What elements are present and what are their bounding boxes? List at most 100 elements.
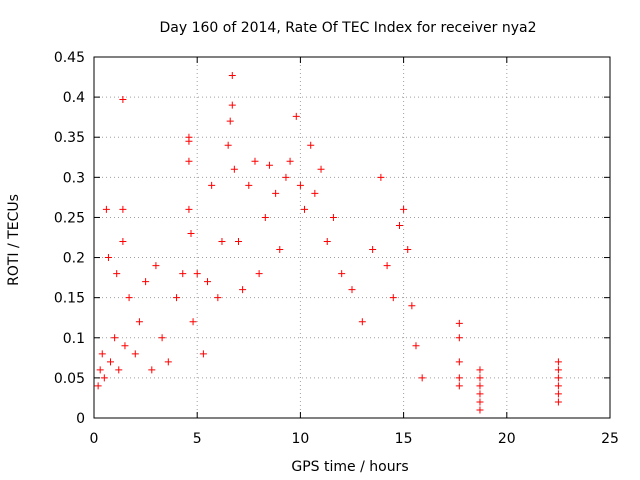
y-tick-label: 0.15 [54, 291, 85, 307]
data-point [179, 270, 187, 278]
data-point [476, 366, 484, 374]
data-point [98, 350, 106, 358]
data-point [245, 181, 253, 189]
data-point [476, 406, 484, 414]
x-tick-label: 20 [498, 431, 516, 447]
x-tick-label: 15 [395, 431, 413, 447]
data-point [272, 189, 280, 197]
data-point [358, 318, 366, 326]
y-tick-label: 0.4 [63, 90, 85, 106]
data-point [185, 157, 193, 165]
data-point [113, 270, 121, 278]
data-point [412, 342, 420, 350]
data-point [164, 358, 172, 366]
axis-ticks: 0 5 10 15 20 25 0 0.05 0.1 0.15 0.2 0.25 0.3 0.35 0.4 0… [54, 50, 619, 447]
data-point [96, 366, 104, 374]
data-point [230, 165, 238, 173]
data-point [554, 358, 562, 366]
chart-title: Day 160 of 2014, Rate Of TEC Index for r… [159, 20, 536, 36]
data-point [476, 382, 484, 390]
data-point [131, 350, 139, 358]
y-tick-label: 0.05 [54, 371, 85, 387]
data-point [329, 213, 337, 221]
data-point [148, 366, 156, 374]
data-point [455, 374, 463, 382]
data-point [476, 398, 484, 406]
data-point [185, 205, 193, 213]
data-point [395, 221, 403, 229]
x-tick-label: 25 [601, 431, 619, 447]
data-point [214, 294, 222, 302]
data-point [323, 238, 331, 246]
data-point [115, 366, 123, 374]
data-point [104, 254, 112, 262]
data-point [404, 246, 412, 254]
data-point [125, 294, 133, 302]
data-point [377, 173, 385, 181]
data-point [119, 96, 127, 104]
y-tick-label: 0.3 [63, 170, 85, 186]
data-point [554, 374, 562, 382]
data-point [455, 382, 463, 390]
data-point [389, 294, 397, 302]
data-point [173, 294, 181, 302]
data-point [234, 238, 242, 246]
data-point [282, 173, 290, 181]
y-tick-label: 0.45 [54, 50, 85, 66]
data-point [408, 302, 416, 310]
x-axis-label: GPS time / hours [291, 459, 408, 475]
data-point [261, 213, 269, 221]
data-point [107, 358, 115, 366]
data-point [199, 350, 207, 358]
data-point [286, 157, 294, 165]
data-point [369, 246, 377, 254]
data-point [239, 286, 247, 294]
data-point [135, 318, 143, 326]
data-point [476, 390, 484, 398]
data-point [554, 366, 562, 374]
data-point [311, 189, 319, 197]
data-point [554, 398, 562, 406]
data-point [224, 141, 232, 149]
data-point [276, 246, 284, 254]
data-point [455, 358, 463, 366]
data-point [296, 181, 304, 189]
data-point [111, 334, 119, 342]
data-point [348, 286, 356, 294]
data-point [228, 71, 236, 79]
data-point [152, 262, 160, 270]
data-point [455, 319, 463, 327]
x-tick-label: 0 [90, 431, 99, 447]
data-point [100, 374, 108, 382]
data-point [554, 382, 562, 390]
x-tick-label: 10 [291, 431, 309, 447]
data-point [102, 205, 110, 213]
data-point [251, 157, 259, 165]
x-tick-label: 5 [193, 431, 202, 447]
y-tick-label: 0 [76, 411, 85, 427]
data-point [317, 165, 325, 173]
data-point [228, 101, 236, 109]
data-point [119, 238, 127, 246]
data-point [400, 205, 408, 213]
data-point [142, 278, 150, 286]
data-point [265, 161, 273, 169]
data-point [94, 382, 102, 390]
data-point [185, 137, 193, 145]
y-axis-label: ROTI / TECUs [6, 194, 22, 286]
data-point [554, 390, 562, 398]
data-point [476, 374, 484, 382]
grid-lines [94, 57, 610, 418]
data-point [189, 318, 197, 326]
plot-frame [93, 56, 611, 419]
data-point [204, 278, 212, 286]
data-points [94, 71, 562, 414]
data-point [218, 238, 226, 246]
data-point [193, 270, 201, 278]
data-point [292, 112, 300, 120]
data-point [208, 181, 216, 189]
data-point [418, 374, 426, 382]
data-point [383, 262, 391, 270]
y-tick-label: 0.2 [63, 251, 85, 267]
